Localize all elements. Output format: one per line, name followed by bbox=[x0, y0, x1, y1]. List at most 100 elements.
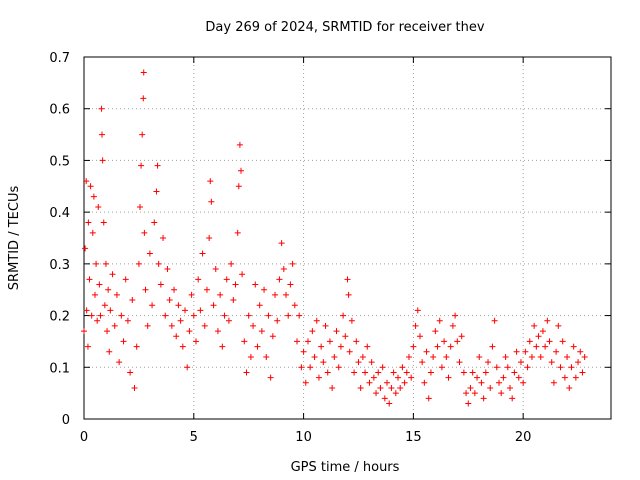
data-point bbox=[219, 343, 226, 350]
data-point bbox=[113, 291, 120, 298]
data-point bbox=[346, 348, 353, 355]
data-point bbox=[564, 353, 571, 360]
data-point bbox=[335, 364, 342, 371]
data-point bbox=[566, 384, 573, 391]
data-point bbox=[331, 353, 338, 360]
data-point bbox=[531, 322, 538, 329]
data-point bbox=[241, 338, 248, 345]
data-point bbox=[575, 359, 582, 366]
data-point bbox=[405, 353, 412, 360]
data-point bbox=[149, 302, 156, 309]
data-point bbox=[476, 353, 483, 360]
data-point bbox=[478, 379, 485, 386]
data-point bbox=[84, 343, 91, 350]
data-point bbox=[524, 364, 531, 371]
data-point bbox=[322, 322, 329, 329]
x-tick-label: 0 bbox=[80, 430, 88, 445]
data-point bbox=[454, 338, 461, 345]
data-point bbox=[368, 359, 375, 366]
data-point bbox=[355, 359, 362, 366]
data-point bbox=[155, 260, 162, 267]
data-point bbox=[245, 312, 252, 319]
data-point bbox=[522, 348, 529, 355]
data-point bbox=[313, 317, 320, 324]
data-point bbox=[430, 353, 437, 360]
data-point bbox=[173, 333, 180, 340]
data-point bbox=[111, 322, 118, 329]
data-point bbox=[390, 369, 397, 376]
data-point bbox=[329, 384, 336, 391]
data-point bbox=[381, 395, 388, 402]
data-point bbox=[164, 266, 171, 273]
data-point bbox=[427, 369, 434, 376]
data-point bbox=[203, 286, 210, 293]
data-point bbox=[129, 297, 136, 304]
data-point bbox=[384, 379, 391, 386]
data-point bbox=[82, 245, 89, 252]
data-point bbox=[434, 343, 441, 350]
data-point bbox=[99, 157, 106, 164]
data-point bbox=[81, 328, 87, 335]
data-point bbox=[397, 384, 404, 391]
data-point bbox=[465, 400, 472, 407]
data-point bbox=[506, 384, 513, 391]
data-point bbox=[90, 193, 97, 200]
data-point bbox=[197, 307, 204, 314]
data-point bbox=[184, 364, 191, 371]
data-point bbox=[498, 390, 505, 397]
data-point bbox=[500, 374, 507, 381]
data-point bbox=[421, 379, 428, 386]
data-point bbox=[97, 312, 104, 319]
data-point bbox=[410, 343, 417, 350]
data-point bbox=[333, 328, 340, 335]
data-point bbox=[515, 374, 522, 381]
y-tick-label: 0.3 bbox=[49, 258, 70, 273]
data-point bbox=[375, 369, 382, 376]
x-axis-label: GPS time / hours bbox=[291, 460, 400, 475]
data-point bbox=[162, 312, 169, 319]
data-point bbox=[276, 276, 283, 283]
data-point bbox=[239, 271, 246, 278]
data-point bbox=[370, 374, 377, 381]
x-axis-ticks: 0 5 10 15 20 bbox=[80, 57, 531, 445]
data-point bbox=[467, 384, 474, 391]
data-point bbox=[425, 395, 432, 402]
data-point bbox=[474, 374, 481, 381]
data-point bbox=[160, 235, 167, 241]
data-point bbox=[199, 250, 206, 257]
data-point bbox=[408, 374, 415, 381]
data-point bbox=[221, 312, 228, 319]
data-point bbox=[252, 281, 259, 288]
data-point bbox=[289, 260, 296, 267]
data-point bbox=[127, 369, 134, 376]
data-point bbox=[179, 343, 186, 350]
data-point bbox=[528, 353, 535, 360]
data-point bbox=[140, 95, 147, 102]
data-point bbox=[579, 369, 586, 376]
data-point bbox=[124, 317, 131, 324]
data-point bbox=[399, 364, 406, 371]
data-point bbox=[572, 374, 579, 381]
data-point bbox=[379, 364, 386, 371]
data-point bbox=[153, 188, 160, 195]
data-point bbox=[238, 167, 245, 174]
data-points bbox=[81, 69, 588, 407]
data-point bbox=[463, 390, 470, 397]
y-axis-label: SRMTID / TECUs bbox=[7, 186, 22, 291]
y-axis-ticks: 0 0.1 0.2 0.3 0.4 0.5 0.6 0.7 bbox=[49, 51, 611, 428]
data-point bbox=[315, 374, 322, 381]
data-point bbox=[377, 384, 384, 391]
data-point bbox=[102, 260, 109, 267]
data-point bbox=[496, 379, 503, 386]
data-point bbox=[357, 384, 364, 391]
data-point bbox=[526, 338, 533, 345]
data-point bbox=[100, 219, 107, 226]
data-point bbox=[416, 333, 423, 340]
data-point bbox=[561, 374, 568, 381]
data-point bbox=[109, 271, 116, 278]
data-point bbox=[438, 364, 445, 371]
data-point bbox=[340, 312, 347, 319]
data-point bbox=[217, 291, 224, 298]
data-point bbox=[502, 353, 509, 360]
